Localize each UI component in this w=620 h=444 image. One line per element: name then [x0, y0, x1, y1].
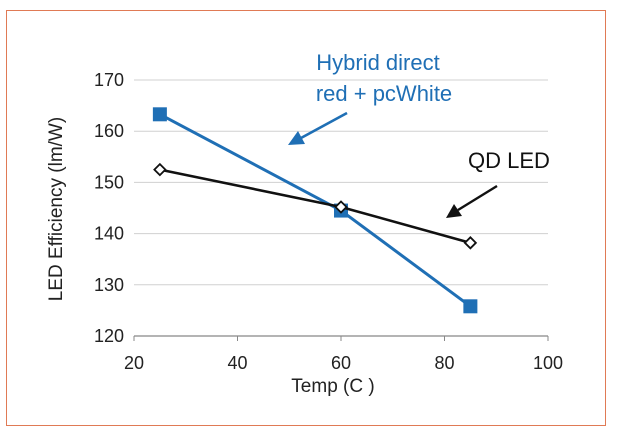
hybrid-annotation-arrow-head	[288, 131, 305, 145]
x-tick-100: 100	[533, 353, 563, 373]
gridlines	[134, 79, 548, 286]
x-tick-60: 60	[331, 353, 351, 373]
y-axis-title: LED Efficiency (lm/W)	[46, 117, 67, 301]
y-tick-160: 160	[94, 121, 124, 141]
y-tick-170: 170	[94, 70, 124, 90]
x-tick-80: 80	[434, 353, 454, 373]
y-tick-150: 150	[94, 172, 124, 192]
x-tick-20: 20	[124, 353, 144, 373]
qd-annotation-label: QD LED	[468, 148, 550, 173]
annotations: Hybrid direct red + pcWhite QD LED	[288, 50, 550, 218]
hybrid-point-25	[152, 107, 167, 122]
axes	[133, 335, 549, 341]
qd-point-60	[334, 200, 348, 214]
qd-annotation-arrow-shaft	[457, 184, 498, 212]
qd-point-25	[153, 162, 167, 177]
series-line-qd	[159, 168, 471, 245]
y-tick-130: 130	[94, 275, 124, 295]
x-axis-title: Temp (C )	[291, 376, 374, 397]
hybrid-annotation-line-1: Hybrid direct	[316, 50, 439, 75]
series-layer	[152, 107, 478, 314]
y-tick-120: 120	[94, 326, 124, 346]
hybrid-point-85	[463, 299, 478, 314]
x-tick-40: 40	[227, 353, 247, 373]
hybrid-annotation-line-2: red + pcWhite	[316, 81, 452, 106]
y-tick-140: 140	[94, 224, 124, 244]
qd-point-85	[463, 236, 478, 250]
qd-annotation-arrow-head	[446, 204, 462, 218]
hybrid-annotation-arrow-shaft	[300, 111, 348, 140]
y-tick-labels: 120 130 140 150 160 170	[94, 70, 124, 346]
series-line-hybrid	[159, 112, 472, 308]
x-tick-labels: 20 40 60 80 100	[124, 353, 563, 373]
chart-frame	[6, 10, 606, 426]
